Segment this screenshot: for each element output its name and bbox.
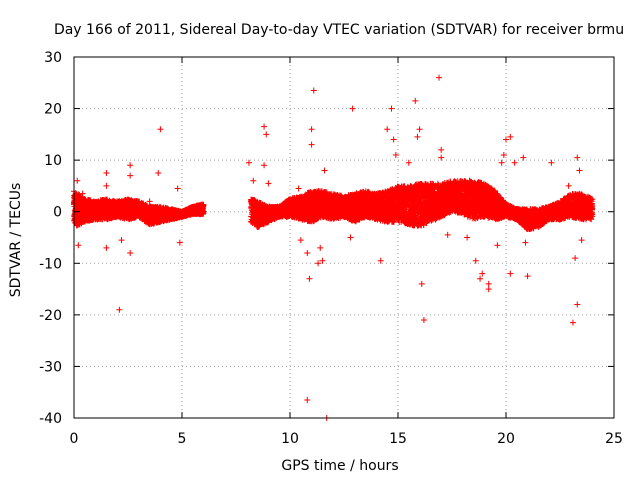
chart-title: Day 166 of 2011, Sidereal Day-to-day VTE… bbox=[54, 22, 624, 38]
grid-lines bbox=[74, 57, 614, 418]
data-points bbox=[71, 74, 596, 421]
